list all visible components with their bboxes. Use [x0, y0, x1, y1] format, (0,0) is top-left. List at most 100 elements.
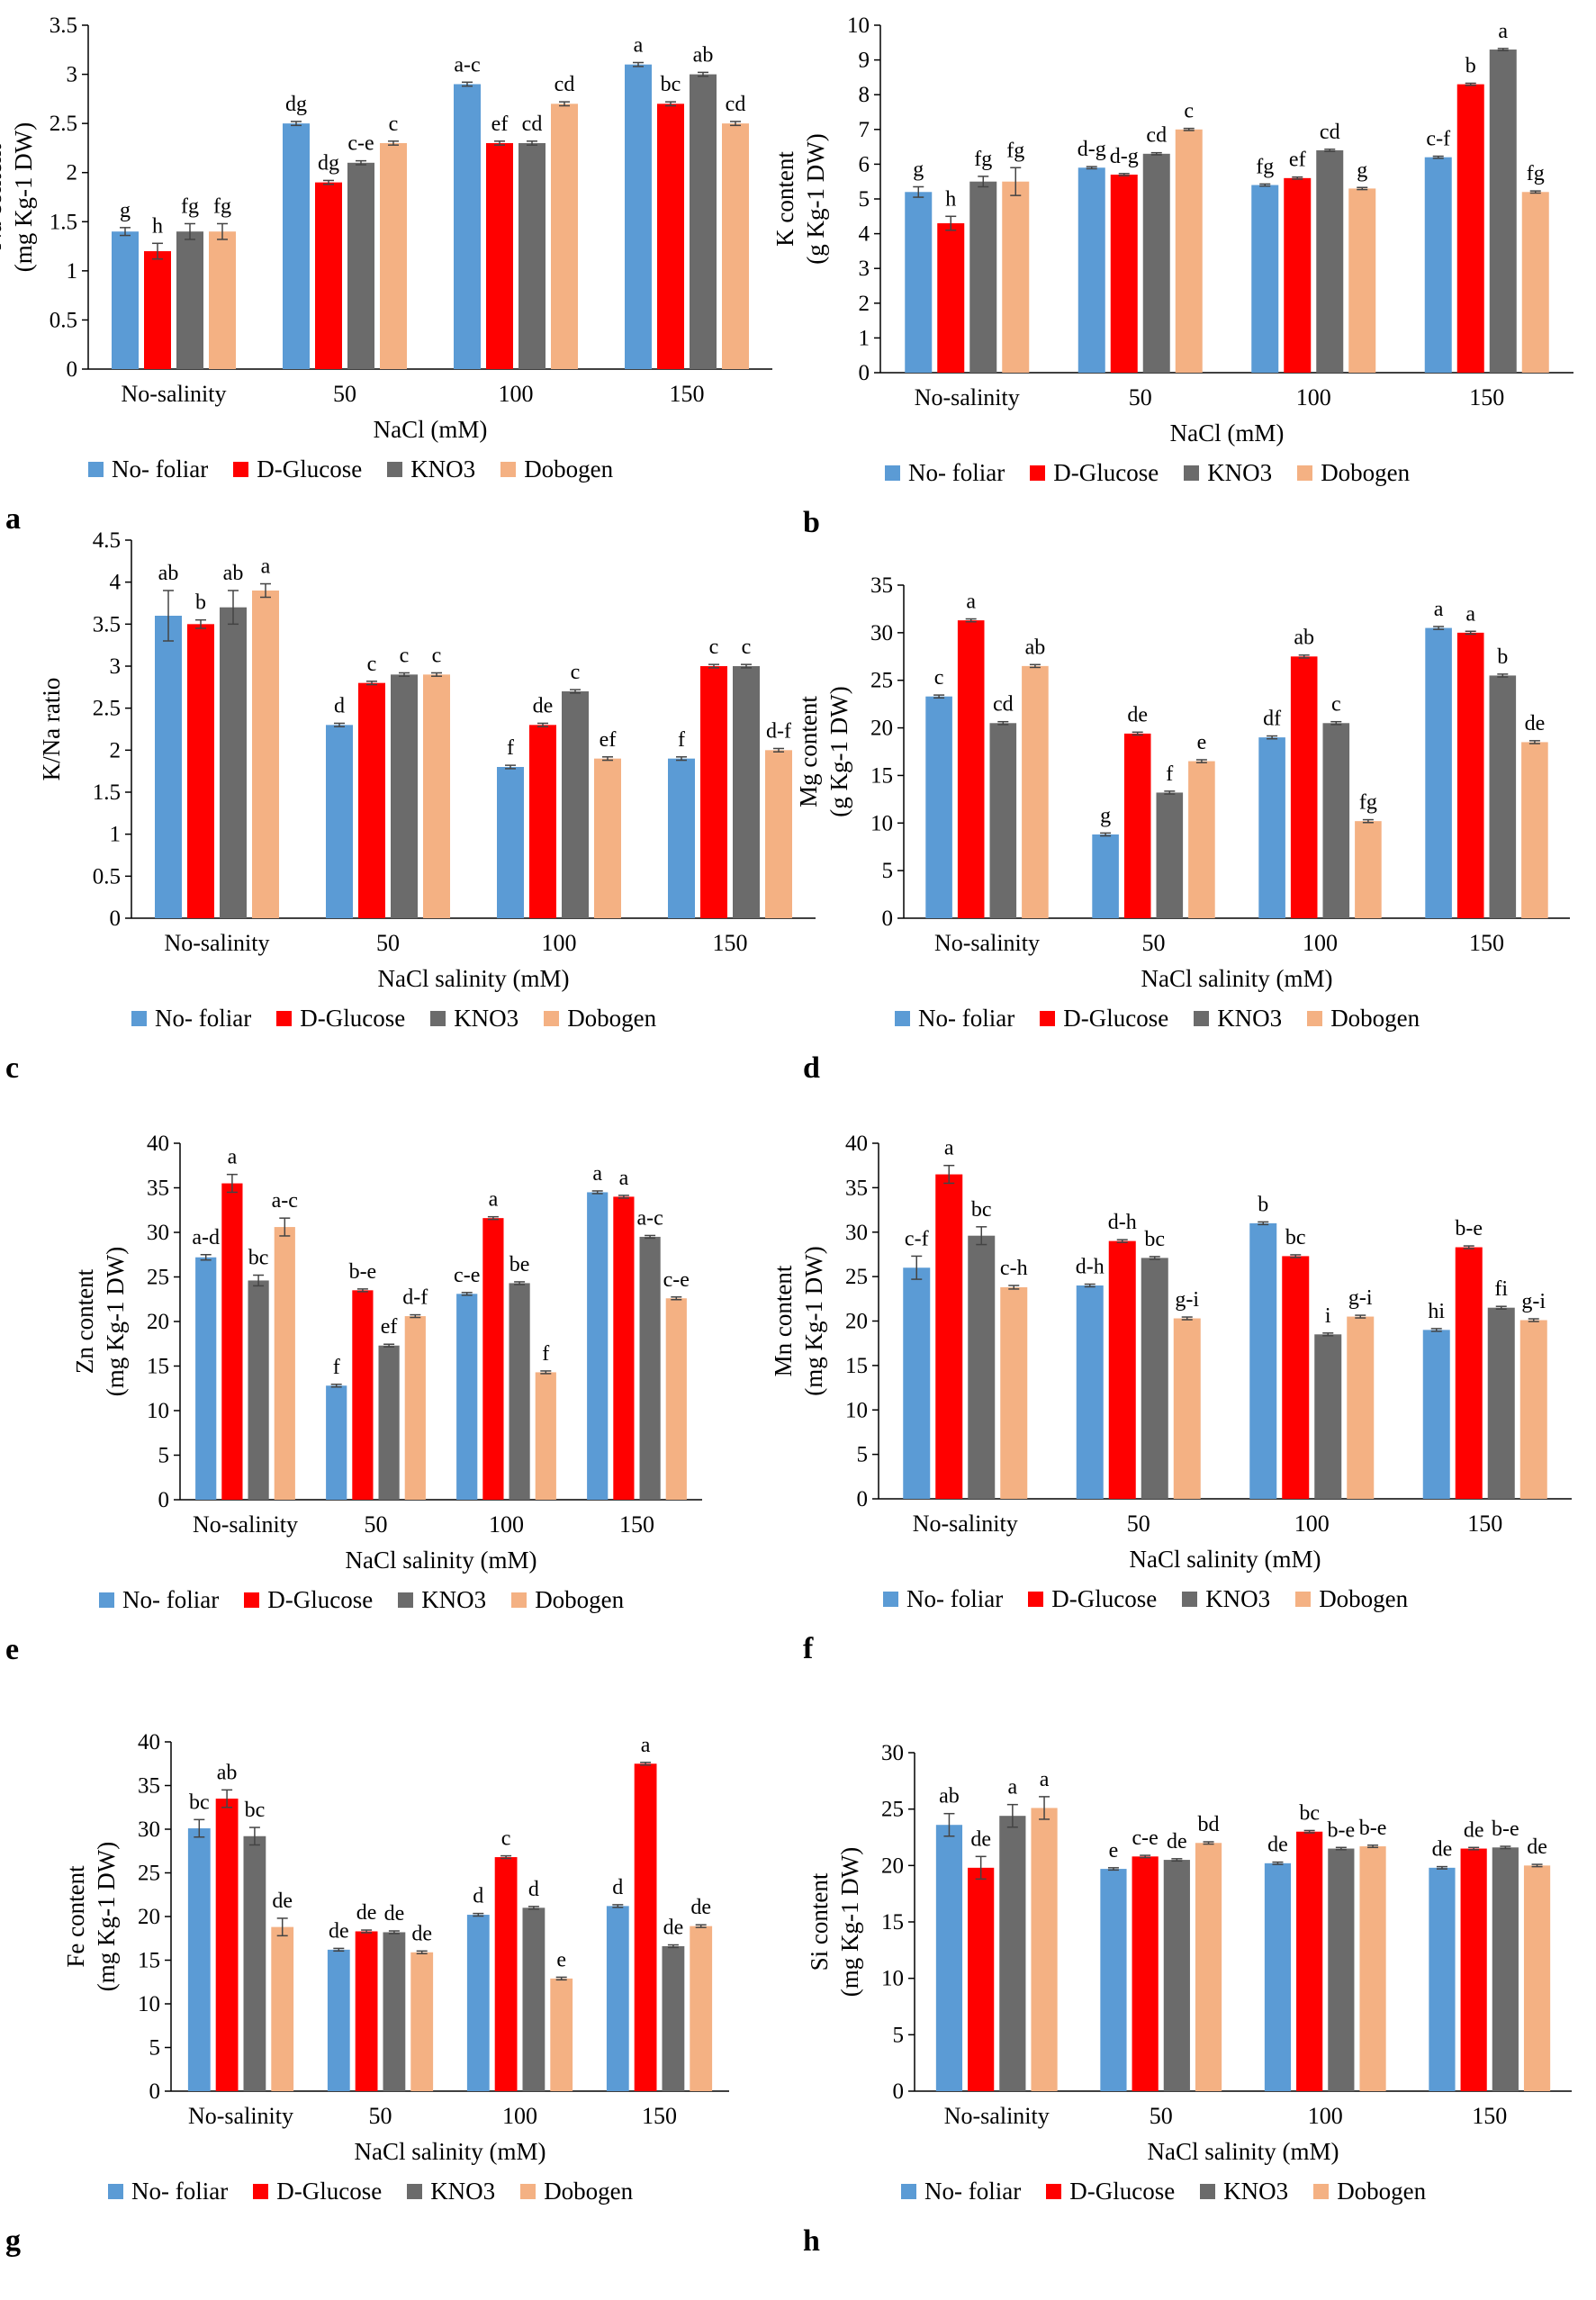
- legend-swatch: [88, 462, 104, 477]
- y-tick-label: 1: [859, 326, 870, 350]
- x-axis-title: NaCl salinity (mM): [1148, 2138, 1339, 2165]
- bar-b-1-3: [1175, 129, 1203, 374]
- significance-letter: de: [533, 694, 554, 717]
- legend-swatch: [901, 2184, 916, 2199]
- bar-d-0-1: [957, 620, 985, 918]
- significance-letter: g-i: [1175, 1288, 1199, 1312]
- bar-b-2-1: [1284, 177, 1312, 373]
- chart-panel-d: 0 5 10 15 20 25 30 35 c a cd ab No-salinity g de f e 50 df…: [795, 540, 1595, 1098]
- significance-letter: a-c: [272, 1189, 298, 1213]
- y-axis-title: (mg Kg-1 DW): [836, 1847, 863, 1997]
- bar-f-2-2: [1314, 1334, 1342, 1499]
- bar-b-3-1: [1456, 84, 1484, 374]
- significance-letter: bc: [245, 1799, 266, 1822]
- bar-c-3-2: [733, 666, 760, 918]
- y-tick-label: 0: [67, 357, 78, 382]
- x-tick-label: 50: [1129, 384, 1152, 410]
- y-tick-label: 40: [845, 1132, 868, 1156]
- chart-panel-c: 0 0.5 1 1.5 2 2.5 3 3.5 4 4.5 ab b ab a No-salinity d c c…: [0, 528, 816, 1098]
- significance-letter: b-e: [1328, 1818, 1356, 1842]
- legend-swatch: [1046, 2184, 1062, 2199]
- bar-g-2-0: [466, 1915, 490, 2091]
- legend-label: Dobogen: [1337, 2178, 1427, 2205]
- y-tick-label: 3.5: [93, 612, 121, 636]
- significance-letter: a-c: [454, 53, 480, 77]
- y-axis-title: (mg Kg-1 DW): [10, 122, 37, 272]
- legend-swatch: [1028, 1592, 1044, 1607]
- legend-swatch: [387, 462, 403, 477]
- panel-letter: f: [803, 1632, 814, 1665]
- significance-letter: a: [1498, 20, 1508, 43]
- significance-letter: c: [1184, 100, 1194, 123]
- chart-svg-d: 05101520253035cacdabNo-salinitygdefe50df…: [795, 573, 1570, 992]
- y-tick-label: 35: [147, 1177, 169, 1201]
- legend-item: No- foliar: [131, 1005, 251, 1033]
- x-axis-title: NaCl salinity (mM): [378, 965, 570, 992]
- significance-letter: bc: [1299, 1801, 1320, 1825]
- significance-letter: bc: [1285, 1226, 1306, 1249]
- bar-e-1-3: [404, 1316, 426, 1500]
- chart-panel-e: 0 5 10 15 20 25 30 35 40 a-d a bc a-c No-salinity f b-e…: [0, 1132, 798, 1701]
- significance-letter: a: [228, 1146, 238, 1169]
- x-axis-title: NaCl (mM): [374, 416, 488, 443]
- significance-letter: bc: [248, 1247, 269, 1270]
- x-axis-title: NaCl (mM): [1170, 419, 1285, 446]
- bar-a-1-3: [380, 142, 407, 369]
- chart-panel-f: 0 5 10 15 20 25 30 35 40 c-f a bc c-h No-salinity d-h d…: [770, 1132, 1595, 1701]
- legend-label: No- foliar: [906, 1585, 1004, 1612]
- x-axis-title: NaCl salinity (mM): [1130, 1546, 1321, 1573]
- bar-b-3-3: [1521, 192, 1549, 373]
- legend-swatch: [1295, 1592, 1312, 1607]
- significance-letter: e: [1109, 1839, 1119, 1863]
- x-tick-label: 150: [1467, 1511, 1502, 1537]
- bar-h-0-1: [968, 1867, 995, 2091]
- bar-f-3-0: [1422, 1330, 1450, 1499]
- bar-d-2-3: [1355, 821, 1382, 918]
- y-tick-label: 9: [859, 49, 870, 73]
- legend-item: Dobogen: [500, 455, 613, 483]
- bar-b-0-0: [905, 192, 933, 373]
- y-tick-label: 20: [147, 1310, 169, 1334]
- significance-letter: de: [1527, 1835, 1547, 1859]
- significance-letter: ef: [381, 1315, 398, 1339]
- legend-item: No- foliar: [901, 2178, 1021, 2205]
- bar-h-1-3: [1195, 1843, 1222, 2091]
- y-tick-label: 2: [859, 292, 870, 316]
- significance-letter: ef: [600, 728, 617, 752]
- legend-item: KNO3: [1182, 1585, 1270, 1613]
- legend-label: Dobogen: [1330, 1005, 1420, 1032]
- bar-f-1-1: [1108, 1240, 1136, 1499]
- bar-c-1-1: [358, 682, 385, 918]
- y-tick-label: 10: [845, 1398, 868, 1422]
- bar-c-2-0: [497, 767, 524, 918]
- bar-g-1-1: [355, 1931, 378, 2091]
- bar-c-1-3: [423, 674, 450, 918]
- significance-letter: b-e: [1455, 1217, 1483, 1240]
- significance-letter: d-f: [402, 1286, 428, 1310]
- bar-e-2-3: [535, 1372, 556, 1500]
- bar-d-0-0: [925, 696, 952, 918]
- panel-letter: g: [5, 2224, 21, 2258]
- significance-letter: c-e: [454, 1264, 480, 1287]
- y-tick-label: 25: [881, 1798, 904, 1822]
- significance-letter: cd: [1146, 124, 1167, 148]
- bar-h-3-3: [1523, 1865, 1551, 2091]
- bar-f-2-3: [1347, 1316, 1375, 1499]
- legend-label: D-Glucose: [276, 2178, 383, 2205]
- y-tick-label: 0.5: [93, 864, 121, 888]
- legend-item: No- foliar: [895, 1005, 1014, 1033]
- significance-letter: g-i: [1348, 1286, 1373, 1310]
- significance-letter: ab: [158, 562, 179, 585]
- bar-g-0-2: [243, 1835, 266, 2091]
- x-tick-label: 50: [369, 2103, 392, 2129]
- y-tick-label: 2: [67, 161, 78, 185]
- significance-letter: de: [384, 1902, 405, 1926]
- significance-letter: c: [571, 661, 581, 684]
- legend-item: Dobogen: [544, 1005, 656, 1033]
- bar-a-3-2: [690, 74, 717, 370]
- significance-letter: ef: [491, 113, 509, 136]
- legend-swatch: [1307, 1011, 1323, 1026]
- bar-a-3-1: [657, 104, 684, 370]
- legend-label: KNO3: [410, 455, 476, 483]
